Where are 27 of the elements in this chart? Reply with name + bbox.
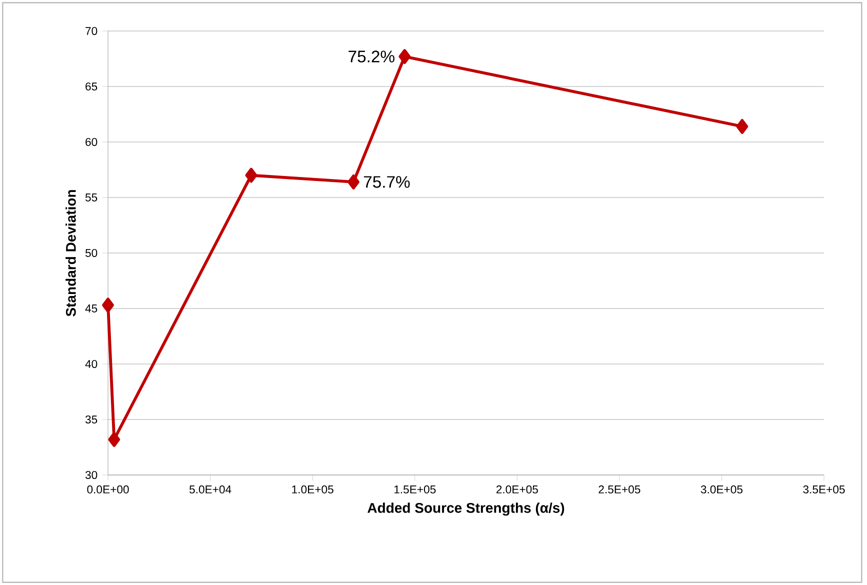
x-tick-label: 1.0E+05 <box>292 485 334 494</box>
y-tick-label: 30 <box>85 470 98 479</box>
y-tick-label: 70 <box>86 26 98 35</box>
y-tick-label: 40 <box>85 360 98 368</box>
point <box>102 298 114 313</box>
y-tick-label: 35 <box>85 415 98 424</box>
y-tick-label: 65 <box>86 82 98 90</box>
y-tick-label: 60 <box>86 138 98 146</box>
y-axis-title: Standard Deviation <box>66 190 76 316</box>
point <box>736 118 748 134</box>
y-tick-label: 45 <box>85 304 98 312</box>
x-tick-label: 3.5E+05 <box>803 485 845 494</box>
x-tick-label: 1.5E+05 <box>394 485 436 494</box>
x-tick-label: 3.0E+05 <box>700 485 743 494</box>
x-axis-title: Added Source Strengths (α/s) <box>368 502 564 516</box>
annotation: 75.2% <box>348 50 394 62</box>
x-tick-label: 5.0E+04 <box>189 485 232 494</box>
point <box>348 174 360 190</box>
annotation: 75.7% <box>364 176 410 188</box>
point <box>108 432 120 447</box>
y-tick-label: 55 <box>85 194 98 202</box>
x-tick-label: 2.5E+05 <box>598 485 640 494</box>
x-tick-label: 0.0E+00 <box>87 485 129 494</box>
x-tick-label: 2.0E+05 <box>496 485 538 494</box>
y-tick-label: 50 <box>85 248 98 257</box>
point <box>245 168 258 183</box>
point <box>398 49 411 64</box>
